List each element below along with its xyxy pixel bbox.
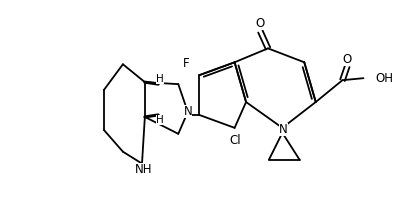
Text: NH: NH: [135, 163, 152, 176]
Text: Cl: Cl: [230, 134, 242, 147]
Text: N: N: [184, 105, 192, 118]
Text: H: H: [156, 74, 164, 84]
Text: N: N: [279, 123, 288, 136]
Text: OH: OH: [375, 72, 393, 85]
Text: O: O: [256, 17, 265, 30]
Text: H: H: [156, 115, 164, 125]
Text: F: F: [182, 57, 189, 70]
Text: O: O: [343, 53, 352, 66]
